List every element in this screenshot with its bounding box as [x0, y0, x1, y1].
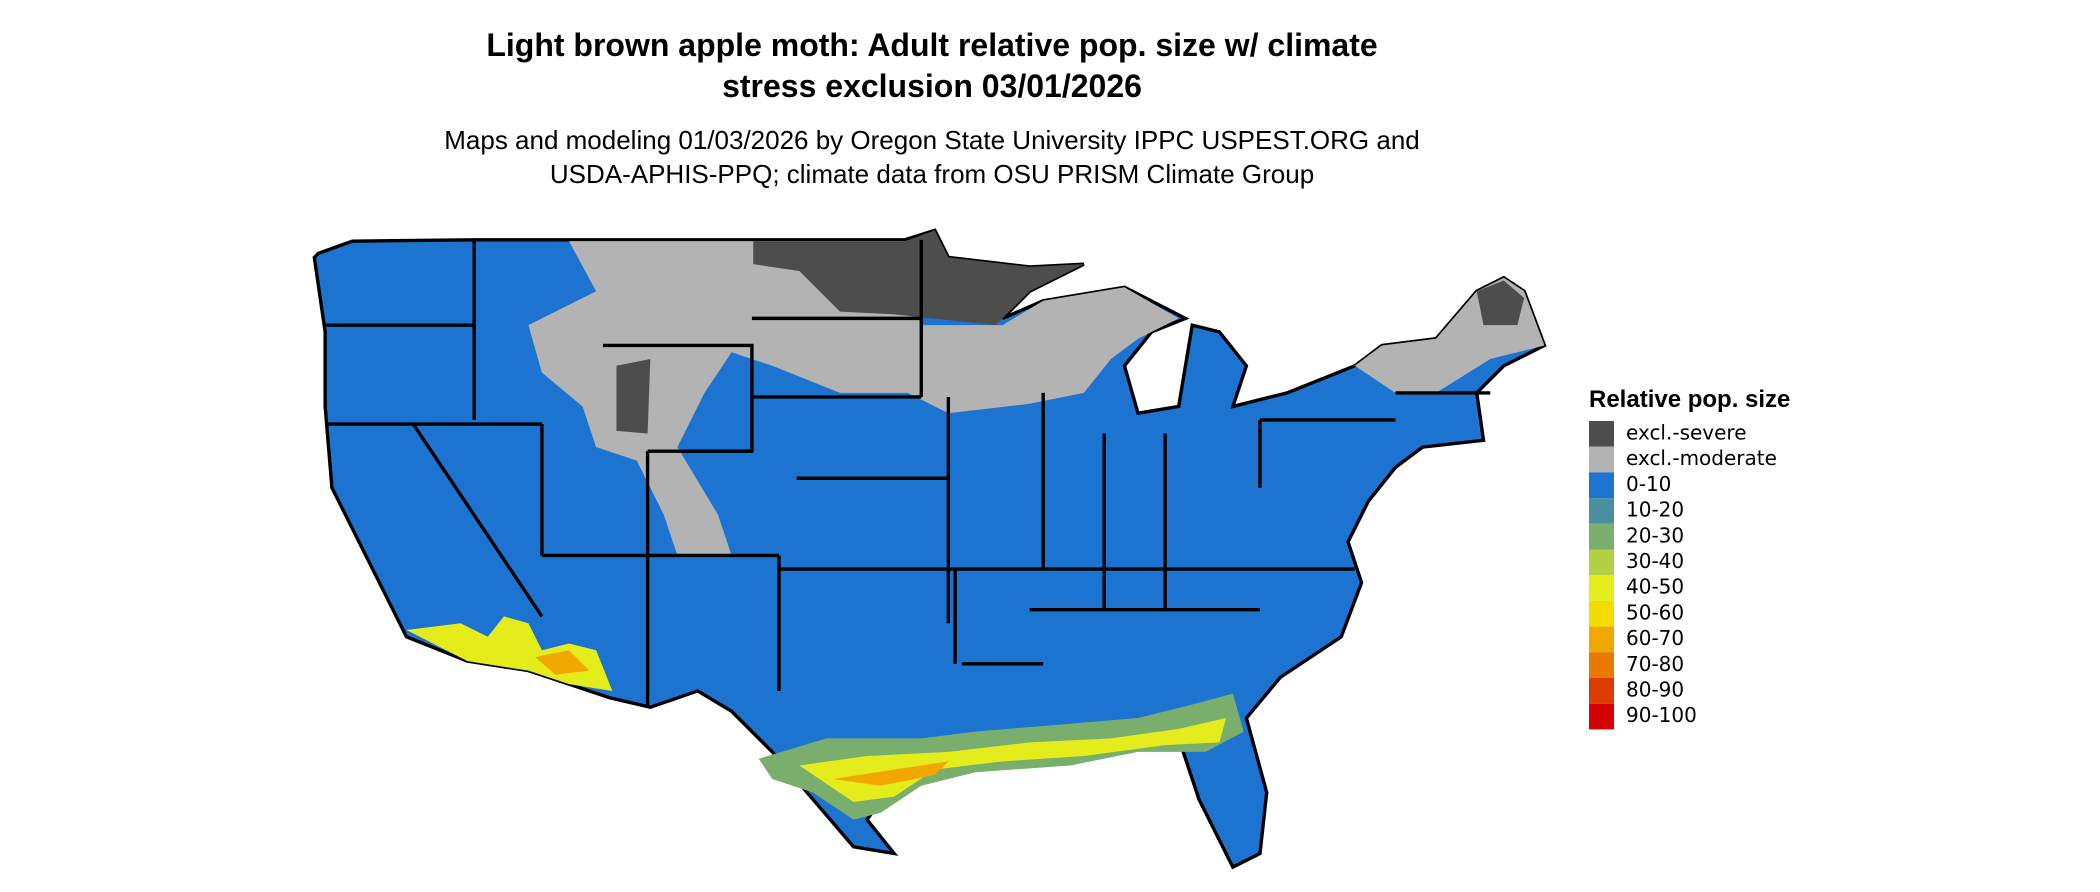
legend-swatch [1589, 600, 1614, 627]
legend-swatch [1589, 575, 1614, 601]
legend-label: 50-60 [1626, 600, 1684, 624]
severe-exclusion [1476, 280, 1525, 326]
legend-label: 0-10 [1626, 472, 1671, 496]
legend-label: 70-80 [1626, 652, 1684, 676]
state-lines [325, 239, 1491, 708]
legend-swatch [1589, 549, 1614, 576]
legend-swatch [1589, 498, 1614, 524]
title-line: stress exclusion 03/01/2026 [722, 68, 1142, 104]
legend-label: 90-100 [1626, 703, 1697, 727]
legend-swatch [1589, 703, 1614, 730]
legend-swatch [1589, 446, 1614, 473]
legend-label: 80-90 [1626, 678, 1684, 702]
us-map [312, 228, 1547, 870]
subtitle-line: Maps and modeling 01/03/2026 by Oregon S… [444, 125, 1420, 155]
legend-swatch [1589, 472, 1614, 499]
moderate-exclusion [528, 241, 1179, 556]
legend-swatch [1589, 626, 1614, 653]
legend-label: 20-30 [1626, 523, 1684, 547]
legend-swatch [1589, 523, 1614, 550]
severe-exclusion [753, 230, 1084, 326]
legend-label: 30-40 [1626, 549, 1684, 573]
legend-title: Relative pop. size [1589, 386, 1790, 413]
title-line: Light brown apple moth: Adult relative p… [486, 27, 1377, 63]
legend: excl.-severeexcl.-moderate0-1010-2020-30… [1589, 421, 1777, 730]
subtitle-line: USDA-APHIS-PPQ; climate data from OSU PR… [550, 159, 1314, 189]
southwest-peak [535, 650, 590, 675]
legend-label: 60-70 [1626, 626, 1684, 650]
legend-label: 40-50 [1626, 575, 1684, 599]
legend-swatch [1589, 652, 1614, 678]
legend-label: excl.-severe [1626, 421, 1747, 445]
legend-label: 10-20 [1626, 498, 1684, 522]
peak-band [833, 761, 949, 786]
legend-swatch [1589, 421, 1614, 447]
legend-swatch [1589, 678, 1614, 704]
severe-exclusion [616, 359, 651, 434]
legend-label: excl.-moderate [1626, 446, 1777, 470]
high-band [799, 718, 1227, 803]
